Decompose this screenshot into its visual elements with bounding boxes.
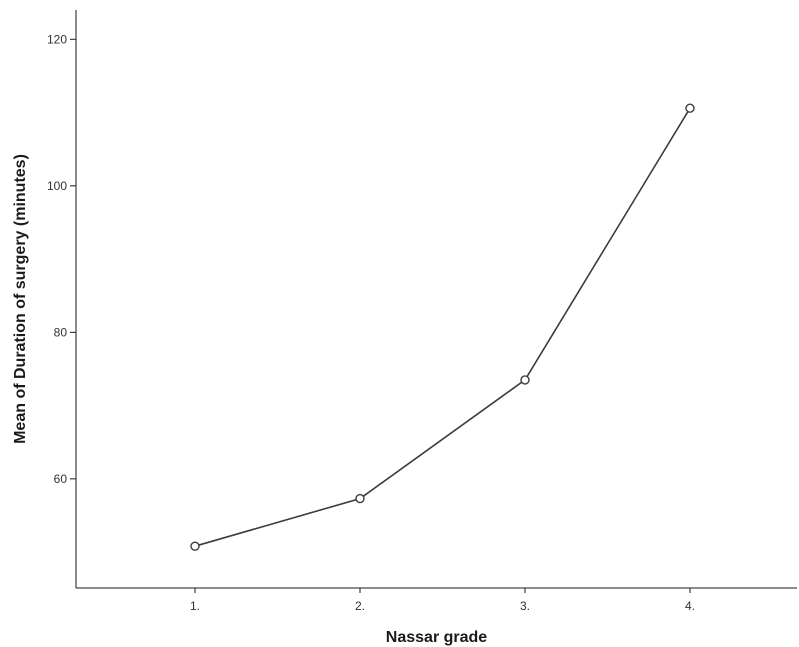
series-mean-duration: [190, 103, 695, 551]
y-tick-label: 120: [47, 32, 67, 46]
x-tick-label: 1.: [190, 599, 200, 613]
x-tick-label: 3.: [520, 599, 530, 613]
y-tick-label: 80: [54, 325, 68, 339]
series-line: [194, 107, 691, 547]
y-axis-title: Mean of Duration of surgery (minutes): [12, 154, 29, 444]
x-axis-ticks: 1. 2. 3. 4.: [190, 588, 695, 613]
data-point-marker: [685, 103, 695, 113]
x-axis-title: Nassar grade: [386, 629, 487, 646]
y-tick-label: 60: [54, 472, 68, 486]
y-tick-label: 100: [47, 179, 67, 193]
data-point-marker: [190, 541, 200, 551]
data-point-marker: [520, 375, 530, 385]
x-tick-label: 4.: [685, 599, 695, 613]
data-point-marker: [355, 493, 365, 504]
y-axis-ticks: 60 80 100 120: [47, 32, 76, 486]
x-tick-label: 2.: [355, 599, 365, 613]
